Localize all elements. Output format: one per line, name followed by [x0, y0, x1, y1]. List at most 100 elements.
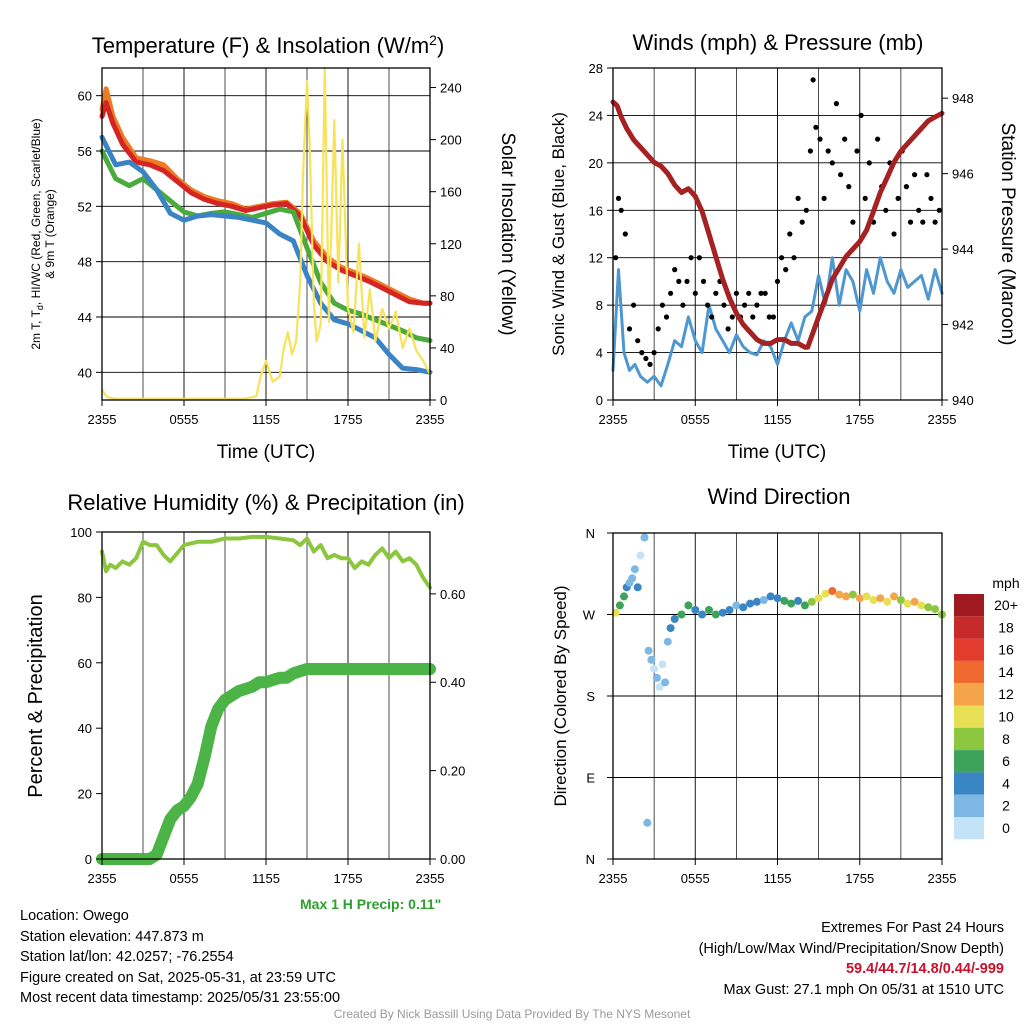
y-tick-label: 0 [596, 393, 603, 408]
x-tick-label: 2355 [928, 871, 957, 886]
gust-point [615, 195, 622, 201]
extremes-values: 59.4/44.7/14.8/0.44/-999 [845, 961, 1004, 977]
temp-grid [102, 68, 430, 400]
gust-point [688, 255, 694, 261]
extremes-legend: (High/Low/Max Wind/Precipitation/Snow De… [698, 940, 1004, 957]
y2-tick-label: 0.20 [440, 764, 465, 779]
y-tick-label: 0 [85, 852, 92, 867]
gust-point [672, 267, 678, 273]
y-tick-label: 4 [596, 346, 603, 361]
x-tick-label: 2355 [88, 871, 117, 886]
direction-point [718, 608, 727, 617]
gust-point [833, 101, 840, 107]
direction-point [800, 601, 809, 610]
direction-point [787, 599, 796, 608]
x-tick-label: 1755 [334, 871, 363, 886]
wind-axes: 2355 0555 1155 1755 2355 0 4 8 12 16 20 24 28 940 942 9… [589, 61, 974, 427]
direction-point [869, 596, 878, 604]
y-tick-label: 16 [589, 203, 603, 218]
y-tick-label: 12 [589, 251, 603, 266]
gust-point [821, 195, 827, 201]
direction-point [652, 673, 661, 682]
direction-point [835, 590, 844, 599]
dir-panel: Wind Direction 2355 0555 1155 1755 2355 N E S W N… [551, 484, 1020, 886]
y-tick-label: 56 [78, 144, 92, 159]
created-text: Figure created on Sat, 2025-05-31, at 23… [20, 969, 336, 986]
direction-point [814, 594, 823, 603]
gust-point [746, 290, 752, 296]
gust-point [803, 207, 809, 213]
gust-point [924, 172, 930, 178]
dir-grid [613, 533, 942, 859]
gust-point [907, 219, 914, 225]
gust-point [813, 124, 819, 130]
y-tick-label: N [586, 852, 595, 867]
direction-point [848, 590, 857, 599]
direction-point [615, 601, 624, 610]
direction-point [663, 637, 672, 646]
colorbar-label: 0 [1002, 820, 1010, 836]
y2-tick-label: 40 [440, 341, 454, 356]
gust-point [842, 136, 848, 142]
gust-point [858, 112, 864, 118]
gust-point [766, 314, 772, 320]
precip-line [96, 663, 436, 865]
y2-tick-label: 940 [952, 393, 974, 408]
colorbar-label: 16 [998, 642, 1014, 658]
direction-point [677, 610, 686, 619]
gust-point [774, 278, 781, 284]
colorbar-label: 10 [998, 709, 1014, 725]
direction-point [620, 592, 628, 601]
y-tick-label: W [583, 608, 596, 623]
wind-series [610, 77, 945, 388]
dir-series [611, 533, 946, 827]
gust-point [829, 160, 835, 166]
y2-tick-label: 0.00 [440, 852, 465, 867]
direction-point [628, 574, 637, 583]
rh-panel: Relative Humidity (%) & Precipitation (i… [25, 490, 465, 886]
gust-point [866, 160, 872, 166]
direction-point [647, 655, 656, 664]
x-tick-label: 2355 [599, 412, 628, 427]
direction-point [661, 678, 670, 687]
direction-point [691, 606, 700, 614]
y-tick-label: 80 [78, 590, 92, 605]
direction-point [821, 589, 830, 598]
gust-point [676, 278, 682, 284]
gust-point [810, 77, 816, 83]
gust-point [721, 302, 727, 308]
gust-point [770, 314, 777, 320]
y-tick-label: 20 [78, 787, 92, 802]
direction-point [876, 594, 885, 603]
direction-point [725, 606, 734, 614]
x-tick-label: 1755 [334, 412, 363, 427]
temp-ylabel-left-line2: & 9m T (Orange) [43, 189, 57, 279]
direction-point [684, 601, 693, 610]
gust-point [791, 255, 797, 261]
direction-point [670, 615, 679, 623]
y2-tick-label: 944 [952, 242, 974, 257]
gust-point [651, 350, 657, 356]
gust-point [659, 302, 666, 308]
direction-point [705, 606, 713, 614]
x-tick-label: 1155 [252, 412, 280, 427]
colorbar-swatch [954, 772, 984, 795]
wind-panel: Winds (mph) & Pressure (mb) 2355 0555 1155… [549, 30, 1018, 463]
gust-point [928, 195, 934, 201]
rh-title: Relative Humidity (%) & Precipitation (i… [67, 490, 464, 515]
gust-point [742, 302, 748, 308]
location-text: Location: Owego [20, 908, 129, 924]
gust-point [725, 326, 731, 332]
y-tick-label: 40 [78, 365, 92, 380]
gust-point [647, 361, 653, 367]
gust-point [639, 350, 645, 356]
dir-title: Wind Direction [707, 484, 850, 509]
x-tick-label: 0555 [681, 871, 710, 886]
gust-point [663, 314, 670, 320]
x-tick-label: 0555 [681, 412, 710, 427]
wind-title: Winds (mph) & Pressure (mb) [633, 30, 924, 55]
gust-point [696, 255, 703, 261]
direction-point [644, 646, 653, 655]
direction-point [711, 610, 720, 619]
colorbar-swatch [954, 727, 984, 751]
